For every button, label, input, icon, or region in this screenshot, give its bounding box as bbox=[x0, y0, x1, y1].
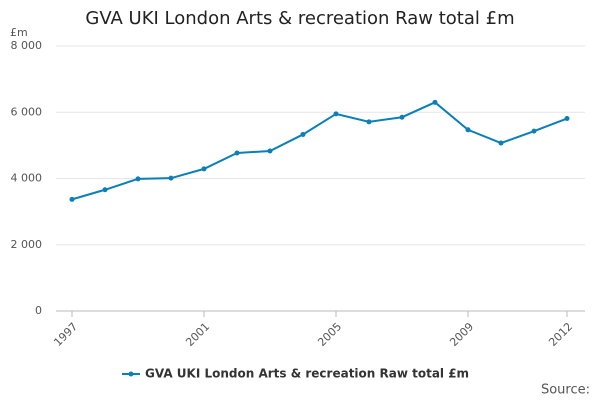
x-tick-label: 2012 bbox=[546, 320, 575, 349]
x-tick-label: 1997 bbox=[51, 320, 80, 349]
point bbox=[465, 127, 471, 133]
point bbox=[102, 187, 108, 193]
y-unit: £m bbox=[10, 26, 28, 39]
y-tick-label: 2 000 bbox=[11, 238, 43, 251]
y-tick-label: 6 000 bbox=[11, 105, 43, 118]
point bbox=[69, 196, 75, 202]
point bbox=[498, 140, 504, 146]
point bbox=[366, 119, 372, 125]
legend-marker bbox=[128, 371, 134, 377]
point bbox=[234, 150, 240, 156]
line-series bbox=[71, 101, 568, 201]
x-tick-label: 2001 bbox=[183, 320, 212, 349]
point bbox=[399, 114, 405, 120]
y-tick-label: 4 000 bbox=[11, 172, 43, 185]
source: Source: bbox=[541, 383, 590, 398]
x-tick-label: 2005 bbox=[315, 320, 344, 349]
point bbox=[201, 166, 207, 172]
chart-title: GVA UKI London Arts & recreation Raw tot… bbox=[85, 8, 514, 29]
y-tick-label: 0 bbox=[35, 304, 42, 317]
point bbox=[564, 116, 570, 122]
point bbox=[267, 148, 273, 154]
point bbox=[531, 128, 537, 134]
x-tick-label: 2009 bbox=[447, 320, 476, 349]
point bbox=[135, 176, 141, 182]
legend-label: GVA UKI London Arts & recreation Raw tot… bbox=[145, 367, 469, 381]
point bbox=[333, 111, 339, 117]
point bbox=[432, 99, 438, 105]
y-tick-label: 8 000 bbox=[11, 39, 43, 52]
point bbox=[168, 175, 174, 181]
point bbox=[300, 131, 306, 137]
